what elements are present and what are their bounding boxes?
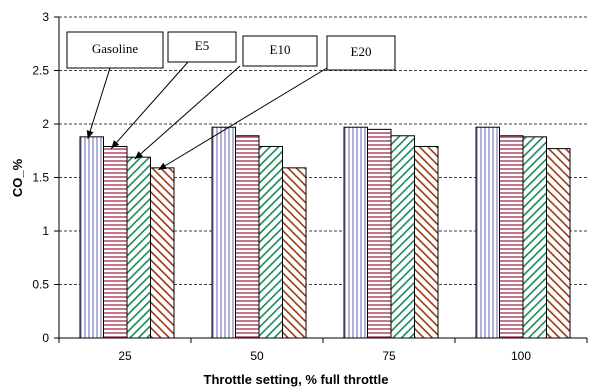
callout-arrow — [110, 61, 189, 149]
callout-arrowhead — [86, 130, 94, 139]
callout-gasoline: Gasoline — [66, 31, 164, 139]
callout-e20: E20 — [157, 35, 396, 171]
bar-e20-75 — [414, 145, 439, 339]
callout-arrow — [134, 65, 241, 160]
bar-gasoline-75 — [343, 126, 368, 339]
bar-e20-25 — [150, 167, 175, 339]
bar-gasoline-25 — [79, 136, 104, 339]
callout-label: E10 — [270, 42, 291, 57]
callout-box — [66, 31, 164, 69]
x-ticks: 25 50 75 100 — [58, 338, 588, 363]
x-axis-label: Throttle setting, % full throttle — [204, 372, 389, 387]
x-tick-label: 50 — [250, 349, 264, 363]
bar-e5-100 — [499, 135, 524, 339]
bar-e5-50 — [235, 135, 260, 339]
callout-arrowhead — [134, 151, 144, 160]
callout-box — [167, 31, 237, 63]
bar-gasoline-100 — [475, 126, 500, 339]
x-tick-label: 100 — [511, 349, 531, 363]
bar-e20-100 — [546, 148, 571, 339]
callout-arrow — [87, 67, 111, 139]
y-tick-label: 2.5 — [32, 64, 49, 78]
x-tick-label: 25 — [118, 349, 132, 363]
bar-e10-50 — [258, 145, 283, 339]
bar-e10-25 — [126, 156, 151, 339]
y-tick-label: 1 — [42, 224, 49, 238]
callout-e10: E10 — [134, 35, 318, 160]
bar-e5-75 — [367, 128, 392, 339]
bars — [79, 126, 571, 339]
bar-e20-50 — [282, 167, 307, 339]
y-ticks: 0 0.5 1 1.5 2 2.5 3 — [32, 10, 59, 345]
callout-arrowhead — [158, 162, 167, 170]
y-axis-label: CO_% — [10, 158, 25, 197]
y-tick-label: 0 — [42, 331, 49, 345]
y-tick-label: 0.5 — [32, 278, 49, 292]
callout-box — [242, 35, 318, 67]
callout-label: Gasoline — [92, 41, 138, 56]
legend-callouts: Gasoline E5 E10 E20 — [66, 31, 396, 171]
x-tick-label: 75 — [382, 349, 396, 363]
y-tick-label: 1.5 — [32, 171, 49, 185]
callout-label: E20 — [351, 44, 372, 59]
callout-e5: E5 — [110, 31, 237, 149]
bar-e10-100 — [522, 136, 547, 339]
callout-label: E5 — [195, 38, 209, 53]
y-tick-label: 3 — [42, 10, 49, 24]
bar-e10-75 — [390, 135, 415, 339]
callout-arrowhead — [111, 140, 120, 149]
callout-arrow — [157, 67, 328, 171]
y-tick-label: 2 — [42, 117, 49, 131]
bar-e5-25 — [103, 145, 128, 339]
bar-gasoline-50 — [211, 126, 236, 339]
callout-box — [326, 35, 396, 71]
